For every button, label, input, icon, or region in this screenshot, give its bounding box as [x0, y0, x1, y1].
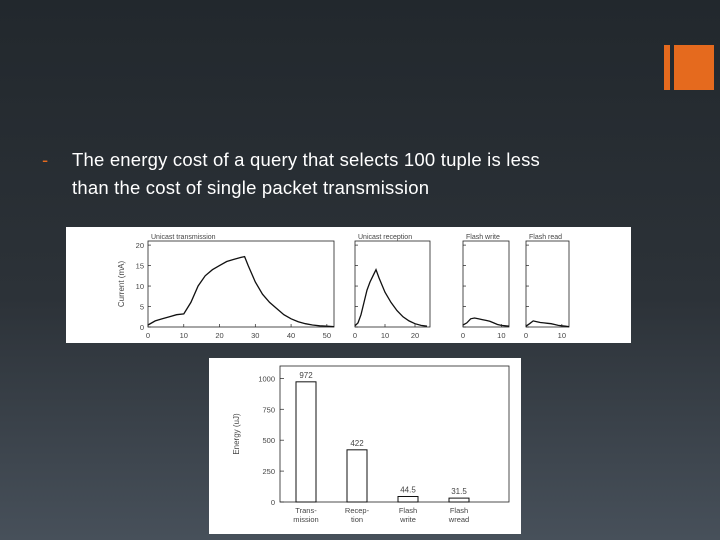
panel-title: Flash write	[466, 234, 500, 241]
x-category-label-line2: wread	[448, 515, 469, 524]
y-tick-label: 0	[271, 498, 275, 507]
x-tick-label: 0	[524, 331, 528, 340]
x-tick-label: 0	[461, 331, 465, 340]
energy-bar	[397, 495, 419, 503]
energy-chart: Energy (uJ) 0 250 500 750 1000 972 Trans-missio…	[232, 365, 510, 524]
bar-value-label: 44.5	[400, 485, 416, 494]
panel-frame	[354, 240, 431, 328]
panel-title: Unicast reception	[358, 234, 412, 241]
x-category-label-line1: Recep-	[345, 506, 370, 515]
x-tick-label: 10	[558, 331, 566, 340]
current-chart-panel: Current (mA) 20 15 10 5 0 Unicast transmission…	[66, 227, 631, 343]
x-category-label-line2: write	[399, 515, 416, 524]
current-trace-line	[147, 255, 335, 328]
x-tick-label: 10	[497, 331, 505, 340]
x-tick-label: 40	[287, 331, 295, 340]
accent-bar-left	[664, 45, 670, 90]
panel-frame	[525, 240, 570, 328]
y-axis-label: Current (mA)	[117, 261, 126, 308]
current-trace-line	[525, 320, 570, 328]
y-tick-label: 5	[140, 303, 144, 312]
y-tick-label: 750	[262, 405, 275, 414]
panel-title: Unicast transmission	[151, 234, 216, 241]
y-tick-label: 20	[136, 241, 144, 250]
panel-title: Flash read	[529, 234, 562, 241]
energy-bar	[346, 449, 368, 503]
y-tick-label: 500	[262, 436, 275, 445]
bar-value-label: 31.5	[451, 487, 467, 496]
bullet-line-2: than the cost of single packet transmiss…	[72, 177, 430, 198]
bullet-dash: -	[42, 149, 49, 170]
x-tick-label: 20	[215, 331, 223, 340]
accent-bar-right	[674, 45, 714, 90]
x-tick-label: 10	[180, 331, 188, 340]
bar-value-label: 422	[350, 439, 364, 448]
x-tick-label: 30	[251, 331, 259, 340]
x-category-label-line1: Trans-	[295, 506, 317, 515]
x-category-label-line1: Flash	[450, 506, 468, 515]
plot-frame	[279, 365, 510, 503]
x-tick-label: 20	[411, 331, 419, 340]
x-category-label-line2: mission	[293, 515, 318, 524]
y-axis-label: Energy (uJ)	[232, 413, 241, 455]
bullet-point: - The energy cost of a query that select…	[42, 146, 682, 202]
current-trace-line	[462, 317, 510, 327]
energy-chart-panel: Energy (uJ) 0 250 500 750 1000 972 Trans-missio…	[209, 358, 521, 534]
bullet-line-1: The energy cost of a query that selects …	[72, 149, 540, 170]
panel-frame	[147, 240, 335, 328]
x-category-label-line1: Flash	[399, 506, 417, 515]
energy-bar	[448, 497, 470, 503]
bar-value-label: 972	[299, 371, 313, 380]
x-tick-label: 50	[323, 331, 331, 340]
x-tick-label: 10	[381, 331, 389, 340]
y-tick-label: 1000	[258, 374, 275, 383]
y-tick-label: 0	[140, 323, 144, 332]
panel-frame	[462, 240, 510, 328]
y-tick-label: 15	[136, 262, 144, 271]
x-tick-label: 0	[353, 331, 357, 340]
energy-bar	[295, 381, 317, 503]
x-tick-label: 0	[146, 331, 150, 340]
current-trace-line	[354, 268, 428, 327]
x-category-label-line2: tion	[351, 515, 363, 524]
y-tick-label: 250	[262, 467, 275, 476]
y-tick-label: 10	[136, 282, 144, 291]
